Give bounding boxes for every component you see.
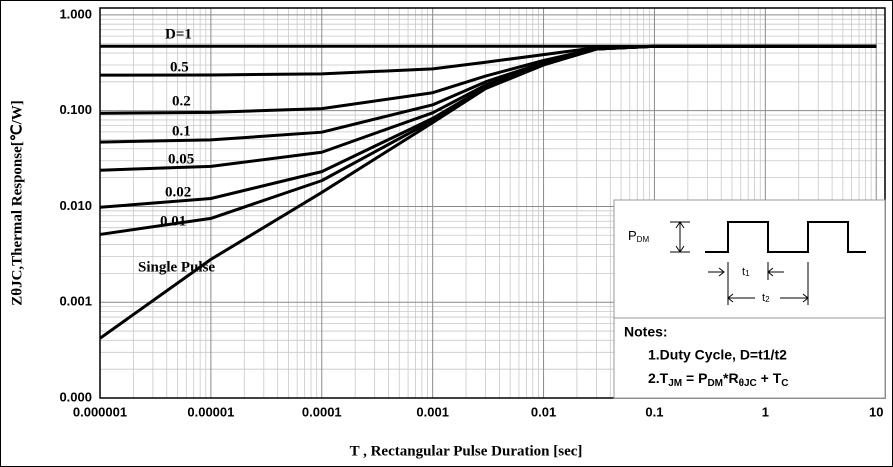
series-label: 0.5 (170, 59, 189, 75)
series-label: Single Pulse (138, 259, 215, 275)
t2-arrows (727, 293, 809, 303)
y-tick-label: 1.000 (59, 6, 92, 21)
note-sub: JM (668, 378, 682, 389)
note-sub: DM (707, 378, 723, 389)
pdm-label: PDM (628, 228, 649, 244)
notes-title: Notes: (624, 324, 668, 340)
note-text: 2.T (648, 370, 669, 386)
series-label: 0.02 (165, 184, 191, 200)
pdm-label-sub: DM (637, 235, 650, 244)
y-tick-label: 0.000 (59, 389, 92, 404)
note-text: = P (682, 370, 707, 386)
x-tick-label: 0.000001 (73, 404, 127, 419)
pdm-label: P (628, 228, 637, 243)
series-label: D=1 (165, 26, 192, 42)
note-text: *R (723, 370, 739, 386)
t1-label: t (742, 266, 745, 278)
x-tick-label: 1 (762, 404, 769, 419)
series-line (99, 44, 877, 340)
series-label: 0.05 (168, 151, 194, 167)
t2-label: t2 (762, 292, 770, 304)
series-label: 0.2 (172, 93, 191, 109)
x-tick-label: 0.01 (531, 404, 556, 419)
t1-arrows (708, 262, 809, 305)
t1-label: t1 (742, 266, 750, 278)
y-tick-label: 0.100 (59, 102, 92, 117)
y-tick-label: 0.010 (59, 198, 92, 213)
inset-box (613, 199, 886, 399)
y-tick-label: 0.001 (59, 294, 92, 309)
t2-label: t (762, 292, 765, 304)
series-label: 0.01 (160, 213, 186, 229)
t2-sub: 2 (765, 295, 770, 304)
x-axis-title: T , Rectangular Pulse Duration [sec] (350, 443, 583, 459)
note-sub: C (781, 378, 788, 389)
x-tick-label: 0.001 (416, 404, 449, 419)
x-tick-label: 0.00001 (187, 404, 234, 419)
note-sub: θJC (739, 378, 757, 389)
series-label: 0.1 (172, 123, 191, 139)
y-axis-title: ZθJC,Thermal Response[℃/W] (9, 100, 25, 306)
note-1: 1.Duty Cycle, D=t1/t2 (648, 347, 787, 363)
note-2: 2.TJM = PDM*RθJC + TC (648, 370, 789, 389)
x-tick-label: 0.1 (645, 404, 663, 419)
x-tick-label: 0.0001 (302, 404, 342, 419)
x-tick-label: 10 (869, 404, 883, 419)
t1-sub: 1 (745, 269, 750, 278)
pulse-waveform (705, 221, 866, 253)
note-text: + T (757, 370, 782, 386)
inset: PDM t1 t2 Notes: 1.Duty Cycle, D=t1/t2 2… (613, 199, 886, 399)
lines (99, 44, 877, 340)
